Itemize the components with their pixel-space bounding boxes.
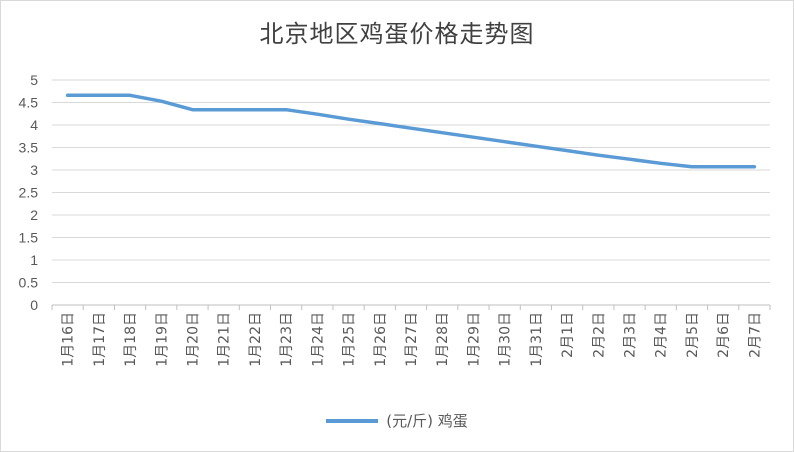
x-tick-label: 1月22日 bbox=[248, 312, 264, 367]
legend: (元/斤) 鸡蛋 bbox=[0, 410, 794, 431]
data-point bbox=[378, 122, 381, 125]
x-tick-label: 2月1日 bbox=[560, 312, 576, 358]
x-tick-label: 1月25日 bbox=[342, 312, 358, 367]
data-point bbox=[690, 165, 694, 169]
chart-title: 北京地区鸡蛋价格走势图 bbox=[259, 20, 535, 48]
legend-label: (元/斤) 鸡蛋 bbox=[386, 412, 468, 430]
data-point bbox=[253, 108, 257, 111]
y-tick-label: 4 bbox=[30, 117, 38, 133]
y-tick-label: 1 bbox=[30, 252, 38, 268]
data-point bbox=[128, 94, 132, 97]
data-point bbox=[97, 94, 101, 97]
y-tick-label: 3.5 bbox=[19, 140, 39, 156]
y-tick-label: 0 bbox=[30, 297, 38, 313]
data-point bbox=[472, 135, 475, 139]
y-tick-label: 4.5 bbox=[19, 95, 39, 111]
y-tick-label: 2.5 bbox=[19, 185, 39, 201]
data-point bbox=[503, 140, 506, 143]
x-tick-label: 2月4日 bbox=[654, 312, 670, 358]
x-tick-label: 1月19日 bbox=[154, 312, 170, 367]
series-line bbox=[65, 93, 757, 169]
y-tick-label: 2 bbox=[30, 207, 38, 223]
x-tick-label: 1月26日 bbox=[373, 312, 389, 367]
data-point bbox=[565, 149, 569, 152]
x-tick-label: 1月21日 bbox=[217, 312, 233, 367]
data-point bbox=[659, 162, 662, 165]
data-point bbox=[347, 117, 350, 121]
x-tick-label: 1月18日 bbox=[123, 312, 139, 367]
data-point bbox=[284, 108, 288, 111]
x-tick-label: 1月24日 bbox=[310, 312, 326, 367]
x-tick-label: 1月28日 bbox=[435, 312, 451, 367]
data-point bbox=[534, 144, 538, 148]
x-tick-label: 2月5日 bbox=[685, 312, 701, 358]
data-point bbox=[721, 165, 725, 169]
data-point bbox=[160, 99, 163, 103]
x-tick-label: 1月29日 bbox=[466, 312, 482, 367]
y-tick-label: 1.5 bbox=[19, 230, 39, 246]
x-tick-label: 2月7日 bbox=[747, 312, 763, 358]
x-tick-label: 1月31日 bbox=[529, 312, 545, 367]
x-tick-label: 1月17日 bbox=[92, 312, 108, 367]
data-point bbox=[66, 94, 69, 97]
y-tick-label: 0.5 bbox=[19, 275, 39, 291]
x-tick-label: 1月16日 bbox=[61, 312, 77, 367]
data-point bbox=[316, 113, 319, 116]
x-tick-label: 2月2日 bbox=[591, 312, 607, 358]
data-point bbox=[628, 158, 631, 161]
x-tick-label: 2月3日 bbox=[623, 312, 639, 358]
x-tick-label: 1月20日 bbox=[185, 312, 201, 367]
data-point bbox=[409, 126, 413, 130]
legend-swatch bbox=[326, 418, 379, 423]
data-point bbox=[597, 153, 600, 157]
x-tick-label: 1月23日 bbox=[279, 312, 295, 367]
y-tick-label: 3 bbox=[30, 162, 38, 178]
data-point bbox=[441, 131, 444, 134]
data-point bbox=[222, 108, 225, 111]
x-tick-label: 1月30日 bbox=[498, 312, 514, 367]
data-point bbox=[191, 108, 194, 111]
x-tick-label: 1月27日 bbox=[404, 312, 420, 367]
data-point bbox=[753, 165, 756, 169]
x-tick-label: 2月6日 bbox=[716, 312, 732, 358]
y-tick-label: 5 bbox=[30, 72, 38, 88]
